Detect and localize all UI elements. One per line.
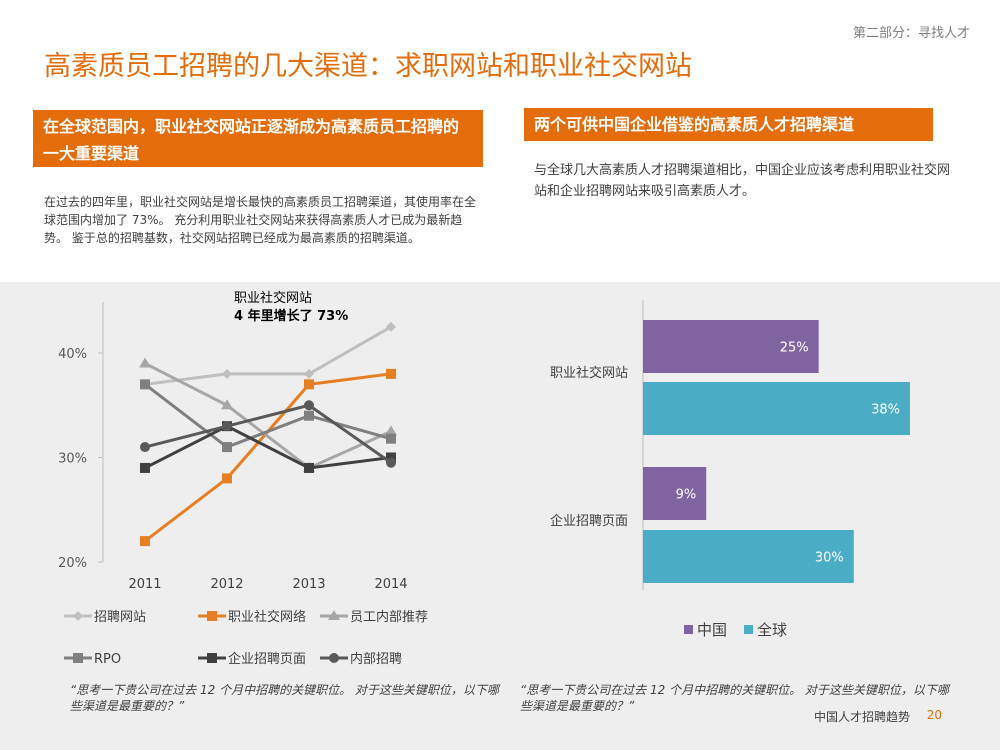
series-point-1 xyxy=(386,368,396,379)
series-point-5 xyxy=(222,421,232,432)
bar-legend-label: 中国 xyxy=(697,621,727,639)
bar-中国 xyxy=(643,320,819,373)
x-tick-label: 2014 xyxy=(374,577,407,592)
bar-value-label: 9% xyxy=(676,488,697,503)
series-point-3 xyxy=(222,442,232,453)
x-tick-label: 2012 xyxy=(210,577,243,592)
right-quote: “思考一下贵公司在过去 12 个月中招聘的关键职位。 对于这些关键职位，以下哪些… xyxy=(520,683,949,713)
series-line-0 xyxy=(144,325,392,386)
series-point-0 xyxy=(222,368,232,379)
page-number: 20 xyxy=(926,708,942,722)
left-banner: 在全球范围内，职业社交网站正逐渐成为高素质员工招聘的一大重要渠道 xyxy=(33,110,483,167)
y-tick-label: 20% xyxy=(58,556,87,571)
bar-legend-label: 全球 xyxy=(757,621,787,639)
bar-value-label: 25% xyxy=(780,341,809,356)
series-point-3 xyxy=(304,410,314,421)
y-tick-label: 40% xyxy=(58,347,87,362)
series-point-3 xyxy=(386,433,396,444)
series-point-5 xyxy=(140,442,150,453)
right-paragraph: 与全球几大高素质人才招聘渠道相比，中国企业应该考虑利用职业社交网站和企业招聘网站… xyxy=(534,163,951,199)
page-title: 高素质员工招聘的几大渠道：求职网站和职业社交网站 xyxy=(44,51,692,82)
bar-value-label: 30% xyxy=(815,551,844,566)
series-point-4 xyxy=(304,462,314,473)
series-line-4 xyxy=(144,424,392,470)
bar-category-label: 企业招聘页面 xyxy=(550,513,628,529)
right-banner: 两个可供中国企业借鉴的高素质人才招聘渠道 xyxy=(524,108,933,141)
legend-marker xyxy=(73,611,83,621)
charts-svg: 20% 30% 40% 2011 2012 2013 2014 招聘网站 职业社交网络 员工内部推… xyxy=(58,300,910,667)
series-line-2 xyxy=(144,362,392,470)
y-tick-label: 30% xyxy=(58,452,87,467)
legend-label: RPO xyxy=(94,652,121,667)
legend-label: 员工内部推荐 xyxy=(350,609,428,625)
series-point-5 xyxy=(386,457,396,468)
bar-全球 xyxy=(643,530,854,583)
bar-value-label: 38% xyxy=(871,403,900,418)
legend-marker xyxy=(73,653,83,663)
series-point-1 xyxy=(140,536,150,547)
series-point-0 xyxy=(386,321,396,332)
series-point-1 xyxy=(304,379,314,390)
series-point-3 xyxy=(140,379,150,390)
legend-label: 招聘网站 xyxy=(94,610,146,625)
annotation-line1: 职业社交网站 xyxy=(234,291,313,306)
x-tick-label: 2011 xyxy=(128,577,161,592)
annotation-line2: 4 年里增长了 73% xyxy=(234,309,349,324)
left-paragraph: 在过去的四年里，职业社交网站是增长最快的高素质员工招聘渠道，其使用率在全球范围内… xyxy=(44,195,477,245)
series-line-5 xyxy=(144,403,392,464)
series-point-2 xyxy=(139,357,151,368)
series-point-0 xyxy=(304,368,314,379)
bar-category-label: 职业社交网站 xyxy=(550,365,628,381)
legend-label: 职业社交网络 xyxy=(228,609,306,625)
legend-marker xyxy=(329,653,339,663)
series-line-3 xyxy=(144,383,392,449)
series-line-1 xyxy=(144,372,392,543)
bar-legend-swatch xyxy=(684,625,693,634)
bar-legend-swatch xyxy=(744,625,753,634)
left-quote: “思考一下贵公司在过去 12 个月中招聘的关键职位。 对于这些关键职位，以下哪些… xyxy=(70,683,499,713)
section-breadcrumb: 第二部分：寻找人才 xyxy=(852,26,970,41)
series-point-4 xyxy=(386,452,396,463)
series-point-4 xyxy=(140,462,150,473)
x-tick-label: 2013 xyxy=(292,577,325,592)
line-chart-annotation: 职业社交网站 4 年里增长了 73% xyxy=(234,290,348,326)
legend-marker xyxy=(328,610,340,620)
series-point-2 xyxy=(385,425,397,436)
footer-title: 中国人才招聘趋势 xyxy=(813,710,910,724)
series-point-2 xyxy=(221,399,233,410)
series-point-1 xyxy=(222,473,232,484)
bar-中国 xyxy=(643,467,707,520)
legend-label: 内部招聘 xyxy=(350,651,402,667)
legend-marker xyxy=(207,611,217,621)
bar-全球 xyxy=(643,382,910,435)
legend-marker xyxy=(207,653,217,663)
series-point-5 xyxy=(304,400,314,411)
legend-label: 企业招聘页面 xyxy=(228,651,306,667)
chart-panel xyxy=(0,282,1000,750)
footer-text: 中国人才招聘趋势 xyxy=(814,708,910,725)
